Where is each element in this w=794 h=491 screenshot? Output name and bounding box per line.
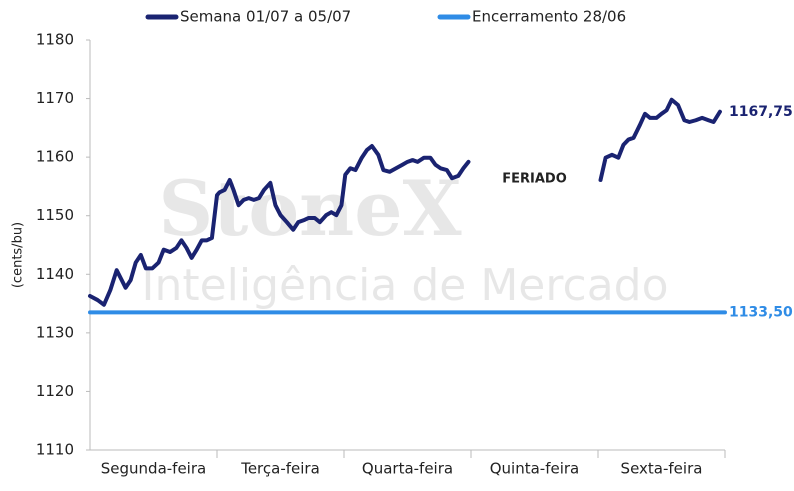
- y-tick-label: 1140: [36, 265, 74, 283]
- y-tick-label: 1170: [36, 89, 74, 107]
- legend-label: Semana 01/07 a 05/07: [180, 8, 351, 26]
- x-tick-label: Terça-feira: [240, 460, 320, 478]
- x-tick-label: Segunda-feira: [101, 460, 206, 478]
- legend-label: Encerramento 28/06: [472, 8, 626, 26]
- x-tick-label: Quarta-feira: [362, 460, 453, 478]
- end-label: 1133,50: [729, 304, 793, 320]
- series-line: [88, 97, 722, 307]
- y-tick-label: 1120: [36, 382, 74, 400]
- annotation: FERIADO: [502, 172, 567, 187]
- y-tick-label: 1110: [36, 441, 74, 459]
- y-tick-label: 1160: [36, 148, 74, 166]
- y-axis-label: (cents/bu): [11, 222, 26, 288]
- y-tick-label: 1150: [36, 206, 74, 224]
- y-tick-label: 1180: [36, 31, 74, 49]
- x-tick-label: Sexta-feira: [621, 460, 703, 478]
- end-label: 1167,75: [729, 104, 793, 120]
- x-tick-label: Quinta-feira: [490, 460, 580, 478]
- watermark: Inteligência de Mercado: [141, 260, 668, 311]
- y-tick-label: 1130: [36, 323, 74, 341]
